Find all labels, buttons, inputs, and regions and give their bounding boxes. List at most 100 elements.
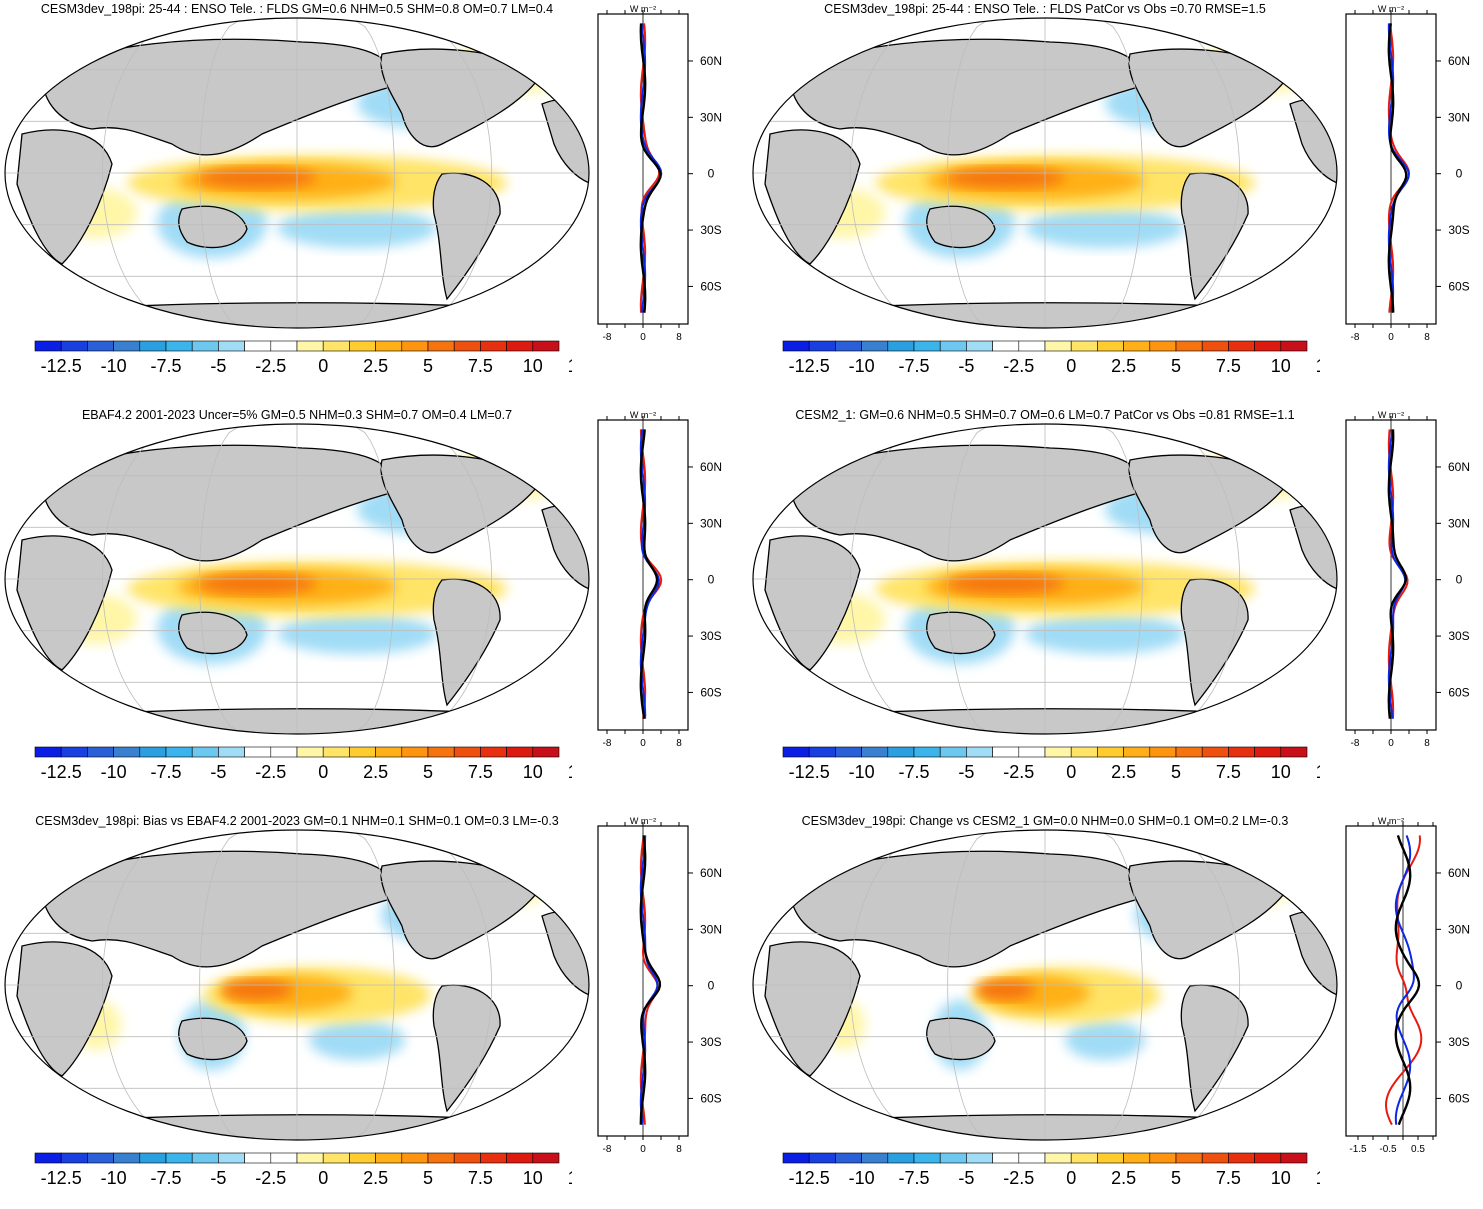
colorbar-label: 5 (423, 1168, 433, 1188)
lat-tick-label: 60N (700, 460, 722, 474)
x-tick-label: -8 (1351, 332, 1360, 343)
profile-line-model (639, 429, 663, 719)
colorbar-swatch (349, 1152, 376, 1164)
colorbar-swatch (861, 746, 889, 758)
colorbar-label: -5 (958, 356, 974, 376)
colorbar-label: 5 (1171, 356, 1181, 376)
colorbar-swatch (532, 340, 560, 352)
map-svg (4, 17, 590, 329)
colorbar-swatch (218, 340, 245, 352)
lat-tick-label: 0 (708, 979, 715, 993)
lat-tick-label: 0 (1456, 979, 1463, 993)
colorbar-label: -12.5 (789, 1168, 830, 1188)
colorbar-swatch (1280, 1152, 1308, 1164)
colorbar-swatch (453, 746, 481, 758)
lat-tick-label: 30S (1448, 223, 1469, 237)
colorbar-label: -5 (958, 762, 974, 782)
colorbar-label: 12.5 (1316, 762, 1320, 782)
colorbar-swatch (1201, 1152, 1229, 1164)
colorbar-label: -7.5 (898, 356, 929, 376)
colorbar-swatch (270, 1152, 298, 1164)
lat-tick-label: 60N (1448, 866, 1470, 880)
lat-tick-label: 30S (1448, 1035, 1469, 1049)
colorbar-label: -2.5 (255, 356, 286, 376)
lat-tick-label: 30S (700, 1035, 721, 1049)
colorbar-swatch (60, 1152, 88, 1164)
colorbar-label: 12.5 (568, 1168, 572, 1188)
colorbar-label: 10 (523, 356, 543, 376)
colorbar-label: -2.5 (1003, 762, 1034, 782)
colorbar-label: 5 (423, 356, 433, 376)
colorbar-swatch (506, 746, 534, 758)
colorbar-label: 7.5 (468, 762, 493, 782)
colorbar: -12.5 -10 -7.5 -5 -2.5 0 2.5 5 7.5 10 12.5 (770, 1141, 1320, 1193)
x-tick-label: 0 (1388, 738, 1394, 749)
colorbar-swatch (322, 340, 350, 352)
colorbar-label: 0 (318, 1168, 328, 1188)
colorbar-swatch (992, 340, 1020, 352)
colorbar-swatch (427, 1152, 455, 1164)
lat-tick-label: 30S (700, 629, 721, 643)
panel-2: CESM3dev_198pi: 25-44 : ENSO Tele. : FLD… (750, 2, 1483, 397)
colorbar-swatch (87, 340, 114, 352)
lat-tick-label: 0 (1456, 573, 1463, 587)
lat-tick-label: 30N (700, 110, 722, 124)
global-map (750, 14, 1340, 329)
colorbar-label: 12.5 (1316, 356, 1320, 376)
colorbar-label: 0 (318, 762, 328, 782)
x-tick-label: -1.5 (1349, 1144, 1367, 1155)
colorbar-swatch (1280, 340, 1308, 352)
map-svg (4, 423, 590, 735)
colorbar-swatch (191, 1152, 219, 1164)
colorbar-label: 2.5 (363, 1168, 388, 1188)
profile-line-obs (639, 835, 659, 1125)
colorbar-swatch (835, 746, 862, 758)
colorbar-swatch (1175, 340, 1203, 352)
colorbar-swatch (1254, 746, 1282, 758)
x-tick-label: 8 (676, 738, 682, 749)
colorbar-swatch (1228, 1152, 1255, 1164)
colorbar: -12.5 -10 -7.5 -5 -2.5 0 2.5 5 7.5 10 12.5 (22, 329, 572, 381)
zonal-mean-profile: W m⁻² 60N 30N 0 30S 60S -8 0 8 (590, 4, 745, 344)
colorbar-swatch (1018, 1152, 1046, 1164)
lat-tick-label: 30N (700, 516, 722, 530)
colorbar-swatch (1201, 746, 1229, 758)
map-svg (752, 17, 1338, 329)
colorbar-swatch (1044, 340, 1072, 352)
colorbar-swatch (1175, 1152, 1203, 1164)
colorbar-label: 10 (1271, 356, 1291, 376)
colorbar-label: 0 (1066, 356, 1076, 376)
colorbar-swatch (808, 1152, 836, 1164)
colorbar-swatch (1123, 1152, 1151, 1164)
unit-label: W m⁻² (1378, 410, 1404, 420)
colorbar-label: 12.5 (1316, 1168, 1320, 1188)
colorbar-swatch (191, 746, 219, 758)
colorbar-label: -2.5 (1003, 356, 1034, 376)
colorbar-swatch (835, 340, 862, 352)
colorbar-swatch (1070, 746, 1098, 758)
unit-label: W m⁻² (630, 4, 656, 14)
profile-line-mean (1394, 835, 1421, 1126)
colorbar-swatch (1149, 1152, 1177, 1164)
colorbar-label: 12.5 (568, 356, 572, 376)
map-svg (752, 423, 1338, 735)
colorbar-swatch (782, 746, 810, 758)
panel-title: CESM2_1: GM=0.6 NHM=0.5 SHM=0.7 OM=0.6 L… (795, 408, 1295, 422)
unit-label: W m⁻² (630, 816, 656, 826)
colorbar-swatch (939, 746, 967, 758)
colorbar-swatch (1254, 1152, 1282, 1164)
profile-line-mean (639, 429, 659, 719)
colorbar-label: -5 (958, 1168, 974, 1188)
colorbar-swatch (887, 746, 915, 758)
profile-line-obs (1387, 23, 1410, 313)
unit-label: W m⁻² (1378, 816, 1404, 826)
x-tick-label: 0 (1388, 332, 1394, 343)
colorbar-swatch (87, 746, 114, 758)
x-tick-label: 0 (640, 1144, 646, 1155)
colorbar-swatch (296, 1152, 324, 1164)
colorbar-label: -10 (101, 762, 127, 782)
colorbar-label: -7.5 (898, 1168, 929, 1188)
profile-line-mean (639, 23, 662, 313)
colorbar-swatch (296, 746, 324, 758)
colorbar-swatch (113, 746, 141, 758)
